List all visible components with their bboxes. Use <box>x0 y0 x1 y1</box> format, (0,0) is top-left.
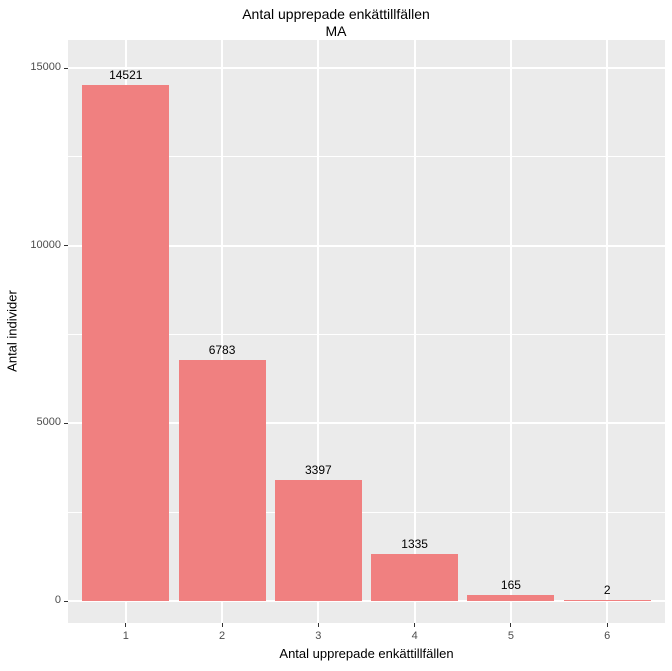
y-tick-mark <box>64 600 68 602</box>
bar-category-3 <box>274 480 362 601</box>
bar-category-6 <box>563 599 651 601</box>
bar-value-label: 14521 <box>109 68 143 83</box>
y-tick-mark <box>64 245 68 247</box>
y-tick-mark <box>64 422 68 424</box>
bar-category-1 <box>82 85 170 601</box>
gridline-major-vertical <box>606 40 609 623</box>
gridline-major-horizontal <box>68 67 665 69</box>
gridline-major-vertical <box>317 40 320 623</box>
x-tick-label: 1 <box>122 630 129 642</box>
chart-subtitle: MA <box>325 23 347 39</box>
y-tick-label: 10000 <box>30 238 61 251</box>
x-tick-mark <box>221 623 223 627</box>
bar-value-label: 3397 <box>304 463 332 478</box>
gridline-minor-horizontal <box>68 511 665 513</box>
y-tick-label: 15000 <box>30 61 61 73</box>
plot-panel <box>68 40 665 623</box>
bar-category-2 <box>178 359 266 601</box>
x-tick-label: 3 <box>315 630 322 642</box>
gridline-major-vertical <box>413 40 416 623</box>
bar-value-label: 165 <box>500 578 521 593</box>
bar-category-5 <box>467 595 555 601</box>
gridline-major-horizontal <box>68 600 665 602</box>
y-tick-mark <box>64 67 68 69</box>
x-tick-mark <box>414 623 416 627</box>
y-tick-label: 5000 <box>36 416 61 429</box>
gridline-major-vertical <box>509 40 512 623</box>
bar-value-label: 6783 <box>208 342 236 357</box>
x-tick-mark <box>510 623 512 627</box>
y-axis-title: Antal individer <box>4 290 20 372</box>
gridline-major-horizontal <box>68 422 665 425</box>
x-tick-label: 2 <box>219 630 226 642</box>
x-tick-mark <box>606 623 608 627</box>
x-axis-title: Antal upprepade enkättillfällen <box>279 646 454 661</box>
bar-category-4 <box>371 553 459 601</box>
gridline-major-horizontal <box>68 244 665 247</box>
x-tick-label: 6 <box>604 630 611 642</box>
gridline-minor-horizontal <box>68 334 665 335</box>
y-tick-label: 0 <box>54 594 61 606</box>
chart-title: Antal upprepade enkättillfällen <box>242 6 430 22</box>
x-tick-mark <box>125 623 127 627</box>
bar-value-label: 2 <box>603 582 611 597</box>
bar-value-label: 1335 <box>401 536 428 551</box>
gridline-minor-horizontal <box>68 156 665 158</box>
x-tick-mark <box>317 623 319 627</box>
x-tick-label: 4 <box>411 630 418 642</box>
gridline-major-vertical <box>221 40 224 623</box>
x-tick-label: 5 <box>507 630 514 642</box>
